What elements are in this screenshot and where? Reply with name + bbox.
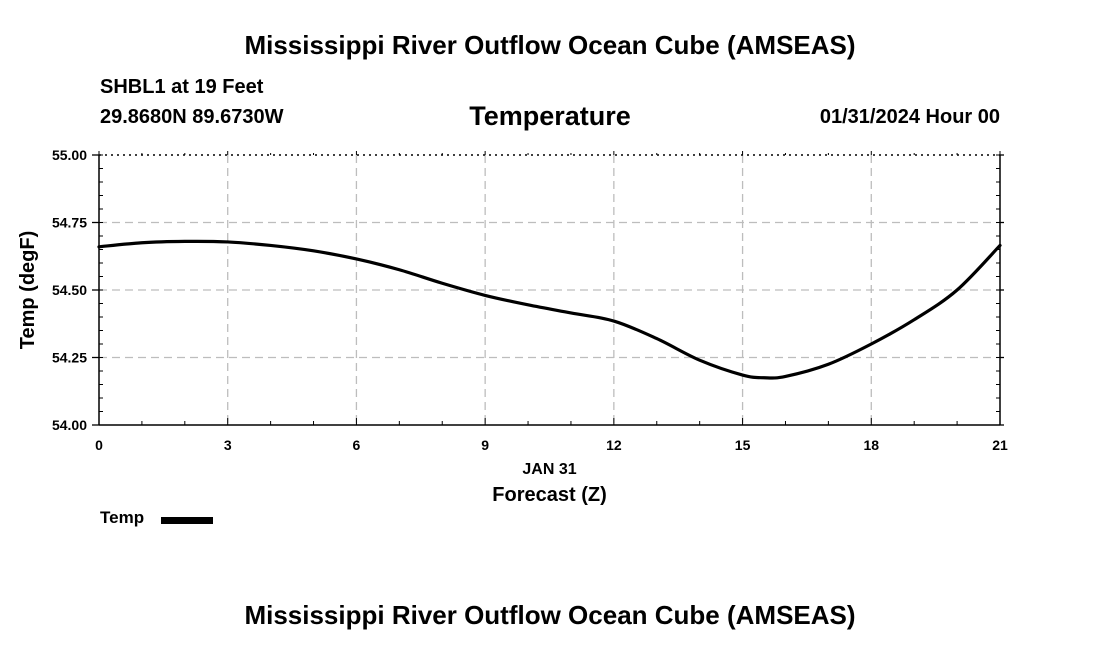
legend-line-swatch [161, 517, 213, 524]
x-tick-label: 3 [224, 437, 232, 453]
chart-title-bottom: Mississippi River Outflow Ocean Cube (AM… [244, 600, 856, 630]
y-tick-label: 54.50 [52, 282, 87, 298]
y-axis-label: Temp (degF) [17, 231, 39, 350]
forecast-datetime: 01/31/2024 Hour 00 [819, 106, 1000, 128]
x-tick-label: 18 [863, 437, 879, 453]
series-line-temp [97, 239, 1002, 380]
x-tick-label: 9 [481, 437, 489, 453]
x-axis-label: Forecast (Z) [492, 484, 606, 506]
variable-title: Temperature [469, 101, 631, 131]
y-tick-label: 54.25 [52, 350, 87, 366]
legend-label: Temp [100, 508, 145, 527]
y-tick-label: 54.00 [52, 417, 87, 433]
x-tick-label: 6 [353, 437, 361, 453]
x-tick-label: 15 [735, 437, 751, 453]
x-tick-label: 12 [606, 437, 622, 453]
x-tick-label: 0 [95, 437, 103, 453]
station-label: SHBL1 at 19 Feet [100, 76, 264, 98]
chart-title-top: Mississippi River Outflow Ocean Cube (AM… [244, 30, 856, 60]
x-axis-date-label: JAN 31 [522, 461, 576, 478]
y-tick-label: 55.00 [52, 147, 87, 163]
station-coordinates: 29.8680N 89.6730W [100, 106, 284, 128]
y-tick-label: 54.75 [52, 215, 87, 231]
x-tick-label: 21 [992, 437, 1008, 453]
